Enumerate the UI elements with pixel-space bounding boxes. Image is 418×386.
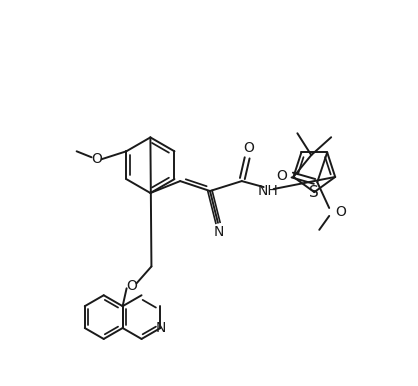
Text: O: O (91, 152, 102, 166)
Text: NH: NH (257, 184, 278, 198)
Text: O: O (276, 169, 287, 183)
Text: N: N (214, 225, 224, 239)
Text: O: O (126, 279, 137, 293)
Text: O: O (243, 141, 254, 155)
Text: O: O (335, 205, 346, 219)
Text: S: S (309, 185, 319, 200)
Text: N: N (155, 321, 166, 335)
